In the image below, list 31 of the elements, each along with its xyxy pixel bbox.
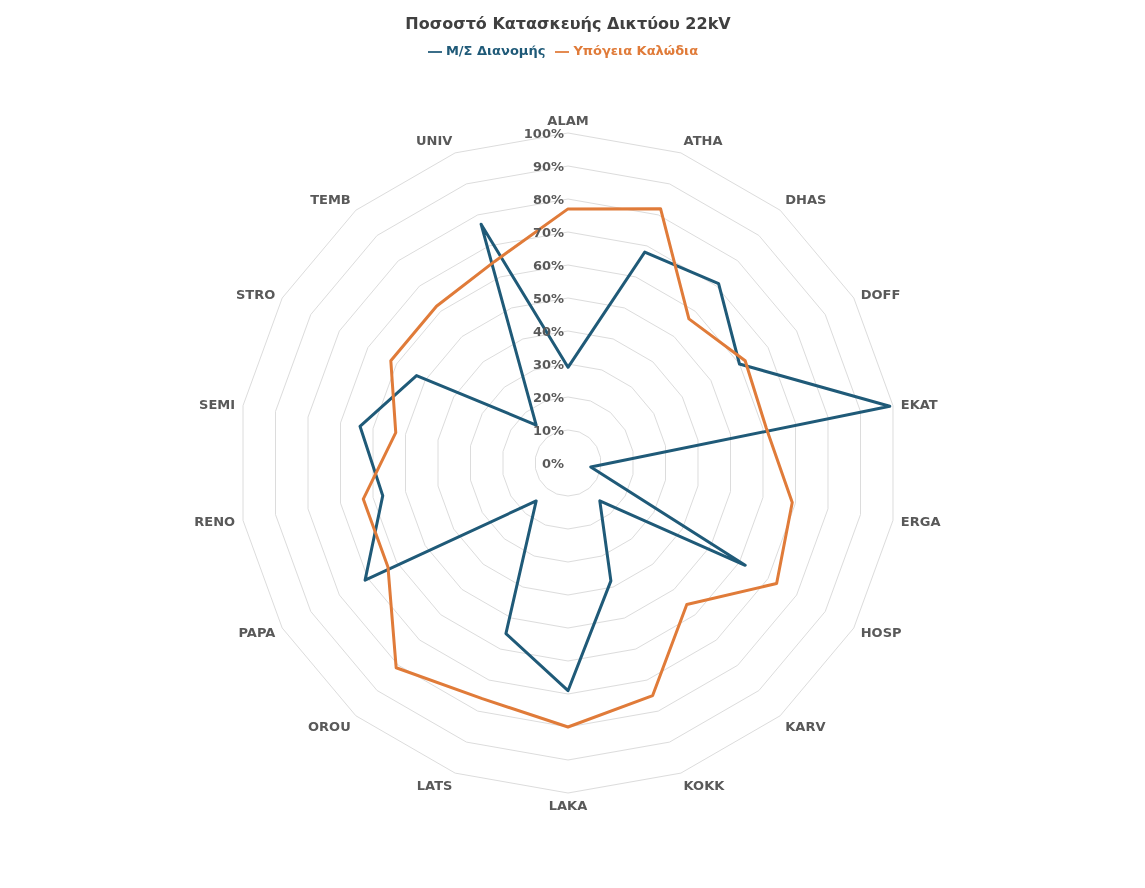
spoke-label: SEMI (199, 396, 236, 412)
legend-label: Υπόγεια Καλώδια (573, 43, 699, 58)
legend-label: Μ/Σ Διανομής (445, 43, 546, 58)
spoke-label: EKAT (900, 396, 938, 412)
spoke-label: HOSP (860, 624, 902, 640)
spoke-label: TEMB (310, 192, 351, 208)
y-tick-label: 30% (532, 356, 564, 372)
spoke-label: ERGA (900, 514, 941, 530)
spoke-label: ATHA (683, 133, 723, 149)
y-tick-label: 80% (532, 191, 564, 207)
spoke-label: OROU (308, 719, 351, 735)
spoke-label: DOFF (860, 286, 901, 302)
y-tick-label: 90% (532, 158, 564, 174)
y-tick-label: 50% (532, 290, 564, 306)
spoke-label: ALAM (547, 113, 589, 128)
y-tick-label: 20% (532, 389, 564, 405)
y-tick-label: 100% (523, 125, 564, 141)
y-tick-label: 60% (532, 257, 564, 273)
spoke-label: PAPA (238, 624, 276, 640)
spoke-label: KARV (785, 719, 826, 735)
spoke-label: UNIV (416, 133, 453, 149)
y-tick-label: 70% (532, 224, 564, 240)
spoke-label: KOKK (683, 777, 726, 793)
spoke-label: RENO (194, 514, 236, 530)
spoke-label: DHAS (785, 192, 827, 208)
y-tick-label: 0% (541, 455, 564, 471)
spoke-label: STRO (235, 286, 276, 302)
spoke-label: LATS (416, 777, 453, 793)
spoke-label: LAKA (548, 798, 588, 814)
chart-title: Ποσοστό Κατασκευής Δικτύου 22kV (404, 13, 732, 33)
y-tick-label: 10% (532, 422, 564, 438)
